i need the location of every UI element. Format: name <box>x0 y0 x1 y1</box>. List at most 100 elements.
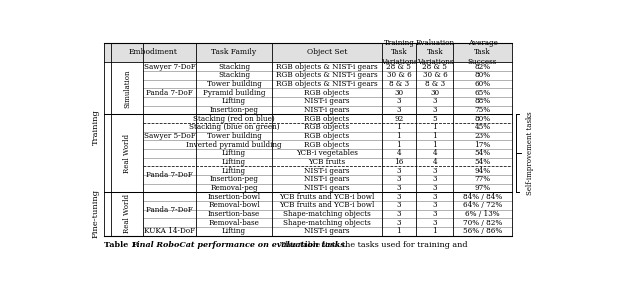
Text: 3: 3 <box>433 210 437 218</box>
Text: 3: 3 <box>397 97 401 105</box>
Text: 60%: 60% <box>474 80 491 88</box>
Text: Sawyer 5-DoF: Sawyer 5-DoF <box>143 132 195 140</box>
Text: 54%: 54% <box>474 149 491 157</box>
Text: 30: 30 <box>430 89 440 97</box>
Text: 1: 1 <box>397 141 401 149</box>
Text: 16: 16 <box>394 158 404 166</box>
Text: 28 & 5: 28 & 5 <box>387 63 412 71</box>
Text: Lifting: Lifting <box>222 149 246 157</box>
Text: Lifting: Lifting <box>222 97 246 105</box>
Text: 3: 3 <box>433 175 437 183</box>
Text: 1: 1 <box>433 141 437 149</box>
Text: 75%: 75% <box>474 106 491 114</box>
Text: YCB fruits: YCB fruits <box>308 158 346 166</box>
Text: 3: 3 <box>397 218 401 226</box>
Text: RGB objects: RGB objects <box>305 141 349 149</box>
Text: Training
Task
Variations: Training Task Variations <box>381 39 417 66</box>
Text: 97%: 97% <box>474 184 491 192</box>
Text: Shape-matching objects: Shape-matching objects <box>283 210 371 218</box>
Text: NIST-i gears: NIST-i gears <box>304 184 349 192</box>
Text: 77%: 77% <box>474 175 491 183</box>
Text: YCB fruits and YCB-i bowl: YCB fruits and YCB-i bowl <box>279 192 374 201</box>
Text: Lifting: Lifting <box>222 227 246 235</box>
Text: 4: 4 <box>397 149 401 157</box>
Text: RGB objects: RGB objects <box>305 115 349 123</box>
Text: 3: 3 <box>433 106 437 114</box>
Text: RGB objects & NIST-i gears: RGB objects & NIST-i gears <box>276 71 378 79</box>
Text: 3: 3 <box>397 106 401 114</box>
Text: 88%: 88% <box>474 97 491 105</box>
Text: RGB objects: RGB objects <box>305 132 349 140</box>
Text: 3: 3 <box>433 167 437 175</box>
Text: 94%: 94% <box>474 167 491 175</box>
Text: 65%: 65% <box>474 89 491 97</box>
Text: RGB objects & NIST-i gears: RGB objects & NIST-i gears <box>276 63 378 71</box>
Text: 64% / 72%: 64% / 72% <box>463 201 502 209</box>
Text: 30 & 6: 30 & 6 <box>387 71 412 79</box>
Text: 70% / 82%: 70% / 82% <box>463 218 502 226</box>
Text: 3: 3 <box>433 97 437 105</box>
Text: 1: 1 <box>397 123 401 131</box>
Text: Tower building: Tower building <box>207 80 262 88</box>
Bar <box>104 43 511 62</box>
Text: 28 & 5: 28 & 5 <box>422 63 447 71</box>
Text: Lifting: Lifting <box>222 158 246 166</box>
Text: 1: 1 <box>433 132 437 140</box>
Text: 92: 92 <box>394 115 404 123</box>
Text: Evaluation
Task
Variations: Evaluation Task Variations <box>415 39 454 66</box>
Text: Shape-matching objects: Shape-matching objects <box>283 218 371 226</box>
Text: 3: 3 <box>433 218 437 226</box>
Text: 3: 3 <box>397 201 401 209</box>
Text: YCB fruits and YCB-i bowl: YCB fruits and YCB-i bowl <box>279 201 374 209</box>
Text: Real World: Real World <box>124 134 131 173</box>
Text: Training: Training <box>92 109 100 145</box>
Text: Inverted pyramid building: Inverted pyramid building <box>186 141 282 149</box>
Text: Insertion-base: Insertion-base <box>208 210 260 218</box>
Text: 45%: 45% <box>474 123 491 131</box>
Text: 3: 3 <box>433 192 437 201</box>
Text: Object Set: Object Set <box>307 48 347 57</box>
Text: Lifting: Lifting <box>222 167 246 175</box>
Text: NIST-i gears: NIST-i gears <box>304 97 349 105</box>
Text: Stacking (red on blue): Stacking (red on blue) <box>193 115 275 123</box>
Text: NIST-i gears: NIST-i gears <box>304 175 349 183</box>
Text: Table 1:: Table 1: <box>104 241 142 249</box>
Text: KUKA 14-DoF: KUKA 14-DoF <box>144 227 195 235</box>
Text: Panda 7-DoF: Panda 7-DoF <box>146 205 193 214</box>
Text: 8 & 3: 8 & 3 <box>425 80 445 88</box>
Text: Removal-peg: Removal-peg <box>210 184 258 192</box>
Text: 4: 4 <box>433 149 437 157</box>
Text: 54%: 54% <box>474 158 491 166</box>
Text: 3: 3 <box>397 210 401 218</box>
Text: Average
Task
Success: Average Task Success <box>468 39 497 66</box>
Text: Sawyer 7-DoF: Sawyer 7-DoF <box>143 63 195 71</box>
Text: Insertion-peg: Insertion-peg <box>209 106 259 114</box>
Text: Task Family: Task Family <box>211 48 257 57</box>
Text: Embodiment: Embodiment <box>129 48 178 57</box>
Text: 3: 3 <box>397 192 401 201</box>
Text: 3: 3 <box>433 184 437 192</box>
Text: 6% / 13%: 6% / 13% <box>465 210 500 218</box>
Text: Insertion-peg: Insertion-peg <box>209 175 259 183</box>
Text: 3: 3 <box>397 184 401 192</box>
Text: 1: 1 <box>397 132 401 140</box>
Text: Panda 7-DoF: Panda 7-DoF <box>146 89 193 97</box>
Text: Self-improvement tasks: Self-improvement tasks <box>526 112 534 195</box>
Text: 80%: 80% <box>474 115 491 123</box>
Text: 30 & 6: 30 & 6 <box>422 71 447 79</box>
Text: 17%: 17% <box>474 141 491 149</box>
Text: Pyramid building: Pyramid building <box>203 89 265 97</box>
Text: 8 & 3: 8 & 3 <box>389 80 409 88</box>
Text: 1: 1 <box>433 227 437 235</box>
Text: RGB objects & NIST-i gears: RGB objects & NIST-i gears <box>276 80 378 88</box>
Text: 84% / 84%: 84% / 84% <box>463 192 502 201</box>
Text: Real World: Real World <box>124 194 131 233</box>
Text: 82%: 82% <box>474 63 491 71</box>
Text: 23%: 23% <box>474 132 490 140</box>
Text: Stacking (blue on green): Stacking (blue on green) <box>189 123 279 131</box>
Text: 4: 4 <box>433 158 437 166</box>
Text: 5: 5 <box>433 115 437 123</box>
Text: 3: 3 <box>397 175 401 183</box>
Text: 30: 30 <box>394 89 403 97</box>
Text: 3: 3 <box>397 167 401 175</box>
